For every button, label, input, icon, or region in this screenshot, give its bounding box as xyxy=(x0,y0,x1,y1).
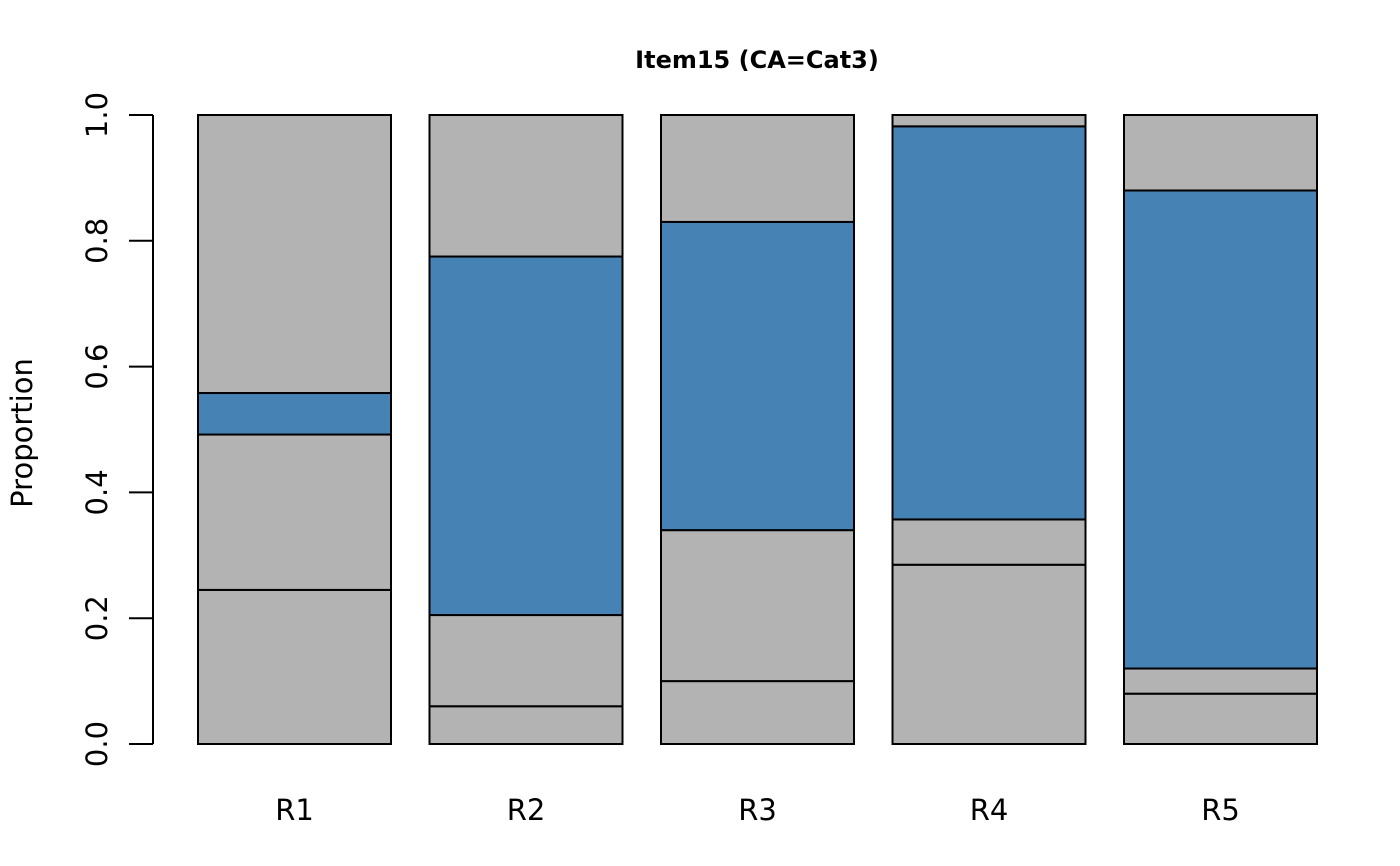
plot-area: R1 R2 R3 R4 R5 0.0 0.2 0.4 0.6 0.8 1.0 xyxy=(80,92,1318,827)
bar-segment-r1-3 xyxy=(197,392,392,436)
bar-segment-r3-3 xyxy=(660,220,855,532)
bar-segment-r4-4 xyxy=(891,114,1087,128)
bar-segment-r2-2 xyxy=(428,614,624,708)
chart-title: Item15 (CA=Cat3) xyxy=(635,46,879,74)
x-tick-label-r4: R4 xyxy=(970,793,1009,827)
bar-segment-r1-4 xyxy=(197,114,392,395)
bar-segment-r4-1 xyxy=(891,563,1087,745)
bar-segment-r5-2 xyxy=(1123,667,1318,695)
x-tick-label-r3: R3 xyxy=(738,793,777,827)
bar-segment-r2-4 xyxy=(428,114,624,258)
y-axis-label: Proportion xyxy=(5,358,39,508)
x-tick-label-r5: R5 xyxy=(1201,793,1240,827)
bar-segment-r1-2 xyxy=(197,433,392,591)
y-tick-label: 0.6 xyxy=(80,344,114,390)
bar-segment-r3-2 xyxy=(660,529,855,683)
bar-segment-r2-1 xyxy=(428,705,624,746)
bar-segment-r3-1 xyxy=(660,680,855,745)
y-tick-label: 0.8 xyxy=(80,218,114,264)
y-tick-label: 0.2 xyxy=(80,595,114,641)
bar-segment-r1-1 xyxy=(197,588,392,746)
bar-segment-r4-3 xyxy=(891,125,1087,521)
bar-segment-r4-2 xyxy=(891,518,1087,566)
y-tick-label: 1.0 xyxy=(80,92,114,138)
y-tick-label: 0.0 xyxy=(80,721,114,767)
bar-segment-r3-4 xyxy=(660,114,855,223)
bar-segment-r2-3 xyxy=(428,255,624,617)
bar-segment-r5-3 xyxy=(1123,189,1318,670)
x-tick-label-r2: R2 xyxy=(507,793,546,827)
y-tick-label: 0.4 xyxy=(80,469,114,515)
bar-segment-r5-1 xyxy=(1123,692,1318,745)
x-tick-label-r1: R1 xyxy=(275,793,314,827)
bar-segment-r5-4 xyxy=(1123,114,1318,192)
